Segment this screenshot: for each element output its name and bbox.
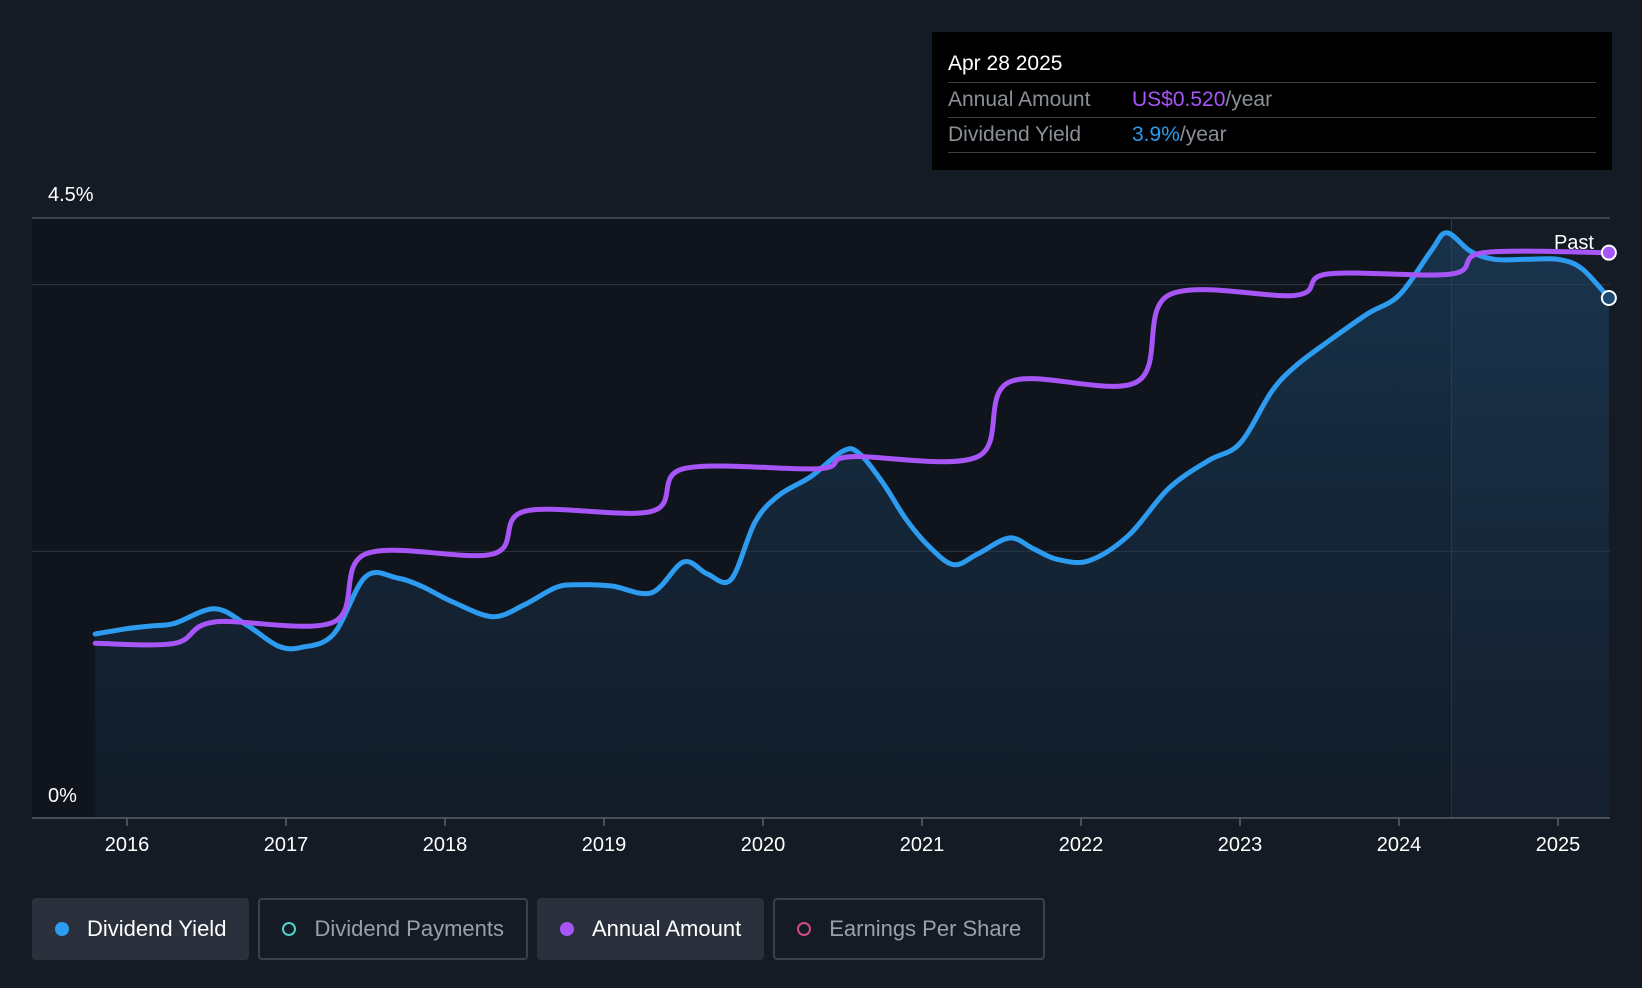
past-label: Past xyxy=(1554,232,1594,254)
tooltip-label: Dividend Yield xyxy=(948,123,1082,146)
x-tick-label: 2016 xyxy=(105,834,150,856)
x-tick-label: 2023 xyxy=(1218,834,1263,856)
tooltip-row-annual-amount: Annual Amount US$0.520 /year xyxy=(948,83,1596,118)
x-tick-label: 2020 xyxy=(741,834,786,856)
y-tick-label: 0% xyxy=(48,785,77,807)
legend-earnings-per-share[interactable]: Earnings Per Share xyxy=(773,898,1046,960)
x-tick-label: 2021 xyxy=(900,834,945,856)
legend-dot-icon xyxy=(797,922,812,936)
x-tick-label: 2017 xyxy=(264,834,309,856)
tooltip-value: 3.9% xyxy=(1132,123,1180,146)
tooltip-value: US$0.520 xyxy=(1132,88,1226,111)
legend-dot-icon xyxy=(559,922,574,936)
legend-label: Dividend Yield xyxy=(87,916,227,941)
tooltip-suffix: /year xyxy=(1225,88,1273,111)
end-markers xyxy=(1600,244,1617,306)
dividend-yield-end-marker xyxy=(1600,290,1617,306)
yield-area-fill xyxy=(95,232,1609,818)
legend-dividend-yield[interactable]: Dividend Yield xyxy=(32,898,250,960)
tooltip-label: Annual Amount xyxy=(948,88,1091,111)
chart-legend: Dividend Yield Dividend Payments Annual … xyxy=(32,898,1046,960)
tooltip-suffix: /year xyxy=(1179,123,1227,146)
axes: 0% 4.5% 2016 2017 2018 2019 2020 2021 2022 2023 20… xyxy=(32,184,1610,856)
legend-dot-icon xyxy=(282,922,297,936)
legend-label: Dividend Payments xyxy=(314,916,504,941)
series-lines xyxy=(92,230,1612,652)
tooltip-row-dividend-yield: Dividend Yield 3.9% /year xyxy=(948,118,1596,153)
legend-dividend-payments[interactable]: Dividend Payments xyxy=(258,898,528,960)
x-tick-label: 2018 xyxy=(423,834,468,856)
chart-tooltip: Apr 28 2025 Annual Amount US$0.520 /year… xyxy=(932,32,1612,170)
legend-label: Annual Amount xyxy=(591,916,742,941)
tooltip-date: Apr 28 2025 xyxy=(948,46,1596,83)
annual-amount-end-marker xyxy=(1600,244,1617,261)
legend-annual-amount[interactable]: Annual Amount xyxy=(536,898,765,960)
annual-amount-line xyxy=(92,248,1612,648)
x-tick-label: 2024 xyxy=(1377,834,1422,856)
dividend-yield-line xyxy=(92,230,1612,652)
x-tick-label: 2022 xyxy=(1059,834,1104,856)
yield-area xyxy=(95,232,1609,818)
legend-dot-icon xyxy=(55,922,69,936)
legend-label: Earnings Per Share xyxy=(829,916,1022,941)
x-tick-label: 2019 xyxy=(582,834,627,856)
x-tick-label: 2025 xyxy=(1536,834,1581,856)
y-tick-label: 4.5% xyxy=(48,184,94,206)
